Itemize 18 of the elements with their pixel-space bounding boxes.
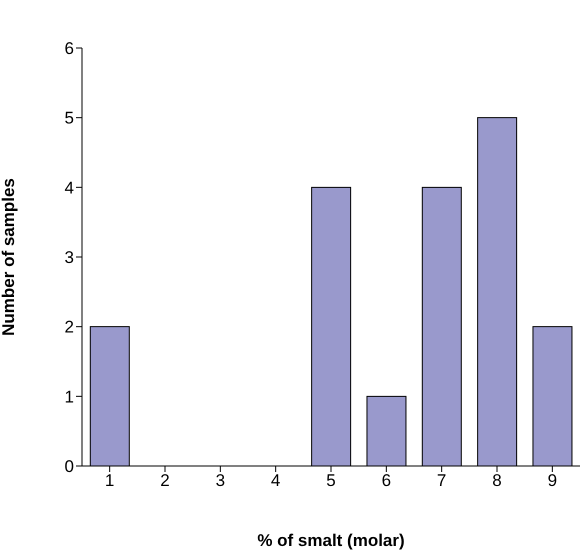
x-tick-label: 1 (104, 471, 114, 490)
x-tick-label: 3 (216, 471, 226, 490)
x-axis-title: % of smalt (molar) (257, 531, 405, 550)
y-tick-label: 1 (64, 387, 74, 406)
y-tick-label: 2 (64, 318, 74, 337)
x-tick-label: 7 (436, 471, 446, 490)
y-tick-label: 6 (64, 39, 74, 58)
x-tick-label: 2 (160, 471, 170, 490)
x-tick-label: 8 (492, 471, 502, 490)
y-axis-title: Number of samples (0, 178, 18, 336)
y-tick-label: 0 (64, 457, 74, 476)
x-tick-label: 4 (270, 471, 280, 490)
y-tick-label: 4 (64, 178, 74, 198)
x-tick-label: 5 (326, 471, 336, 490)
y-tick-label: 5 (64, 108, 74, 128)
y-tick-label: 3 (64, 248, 74, 268)
x-tick-label: 9 (548, 471, 558, 490)
x-tick-label: 6 (382, 471, 392, 490)
